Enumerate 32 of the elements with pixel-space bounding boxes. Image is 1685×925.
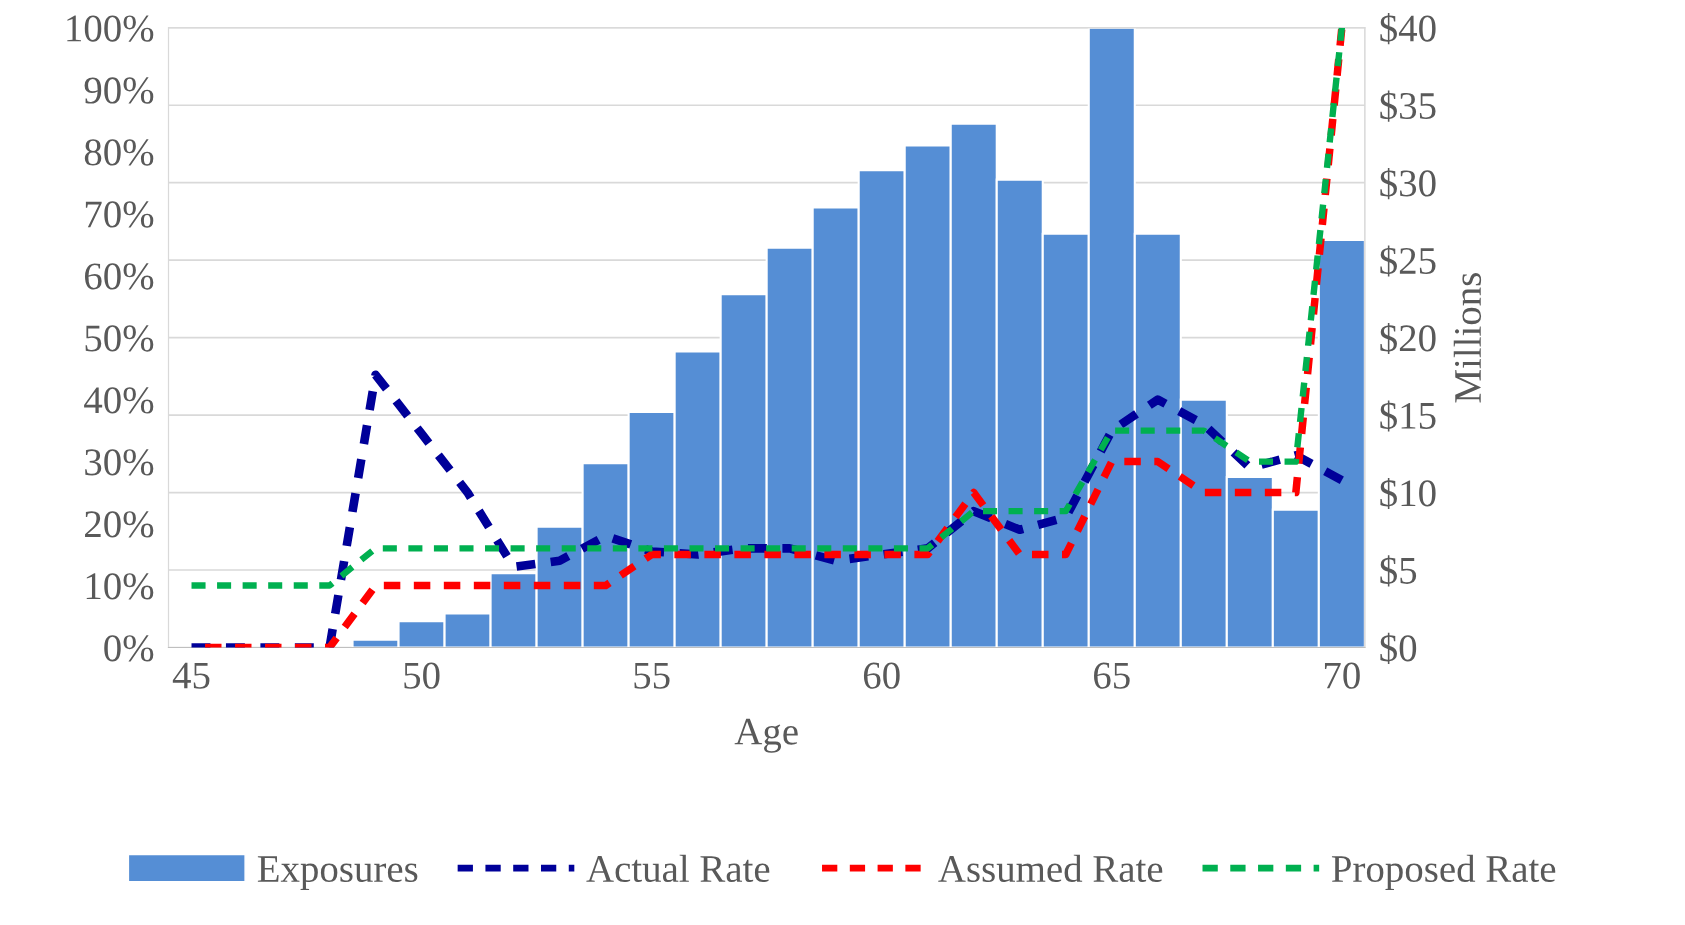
y2-tick-label: $20 xyxy=(1380,322,1436,355)
y2-tick-label: $10 xyxy=(1380,477,1436,510)
y2-tick-label: $25 xyxy=(1380,245,1436,277)
x-tick-label: 45 xyxy=(172,662,210,689)
x-tick-label: 50 xyxy=(404,662,440,689)
y-tick-label: 70% xyxy=(85,201,154,228)
legend-label: Exposures xyxy=(257,856,418,890)
legend-label: Proposed Rate xyxy=(1331,854,1556,890)
y2-tick-label: $35 xyxy=(1380,90,1436,122)
y-tick-label: 20% xyxy=(85,511,154,538)
y2-axis-title: Millions xyxy=(1453,273,1482,403)
x-tick-label: 70 xyxy=(1324,662,1360,689)
y-tick-label: 10% xyxy=(86,573,154,600)
y2-tick-label: $15 xyxy=(1380,400,1436,432)
x-axis-title: Age xyxy=(734,718,798,753)
y-tick-label: 40% xyxy=(84,387,154,414)
y2-tick-label: $40 xyxy=(1380,13,1436,45)
y-tick-label: 30% xyxy=(85,449,154,476)
y2-tick-label: $30 xyxy=(1380,168,1436,200)
y-tick-label: 90% xyxy=(84,77,154,104)
y2-tick-label: $0 xyxy=(1380,632,1417,664)
x-tick-label: 60 xyxy=(863,662,900,689)
y-tick-label: 80% xyxy=(84,139,154,166)
y-tick-label: 0% xyxy=(104,635,154,662)
y-tick-label: 50% xyxy=(85,325,154,352)
y-tick-label: 60% xyxy=(85,263,154,290)
x-tick-label: 55 xyxy=(634,662,670,689)
y2-tick-label: $5 xyxy=(1380,555,1417,587)
y-tick-label: 100% xyxy=(67,15,154,42)
x-tick-label: 65 xyxy=(1094,662,1130,689)
legend-label: Actual Rate xyxy=(586,854,770,883)
legend-label: Assumed Rate xyxy=(938,854,1163,883)
